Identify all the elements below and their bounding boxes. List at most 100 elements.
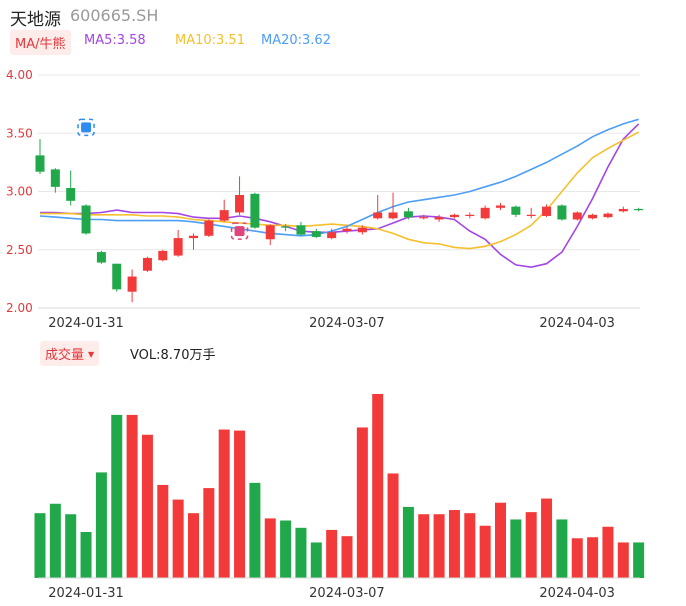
volume-bar bbox=[617, 542, 629, 578]
volume-bar bbox=[402, 506, 414, 578]
candlestick bbox=[588, 213, 598, 220]
candle-body bbox=[112, 263, 122, 290]
candlestick bbox=[189, 233, 198, 250]
volume-bar bbox=[234, 430, 246, 578]
candlestick bbox=[480, 205, 490, 220]
volume-indicator-label: 成交量 bbox=[45, 348, 85, 363]
candlestick bbox=[496, 203, 505, 211]
candlestick bbox=[204, 219, 214, 237]
candle-body bbox=[542, 206, 552, 216]
candlestick bbox=[142, 256, 152, 272]
dropdown-triangle-icon: ▼ bbox=[88, 350, 95, 359]
candle-body bbox=[250, 193, 260, 228]
candle-body bbox=[204, 220, 214, 236]
candlestick bbox=[557, 204, 567, 221]
candlestick bbox=[235, 176, 245, 215]
candlestick bbox=[81, 204, 91, 235]
candle-body bbox=[603, 213, 613, 218]
ma-indicator-label: MA/牛熊 bbox=[15, 37, 66, 52]
candle-body bbox=[496, 205, 505, 208]
volume-bar bbox=[433, 514, 445, 578]
candle-body bbox=[588, 214, 598, 219]
candlestick bbox=[434, 214, 444, 222]
event-marker-icon-frame bbox=[77, 118, 95, 137]
candlestick bbox=[173, 229, 183, 257]
candlestick bbox=[634, 207, 644, 212]
candle-body bbox=[357, 227, 367, 233]
volume-bar bbox=[372, 394, 384, 578]
volume-bar bbox=[141, 434, 153, 578]
candle-body bbox=[618, 208, 628, 212]
candlestick bbox=[250, 192, 260, 229]
volume-bar bbox=[203, 488, 215, 578]
volume-bar bbox=[95, 472, 107, 578]
date-label: 2024-01-31 bbox=[48, 586, 124, 601]
candlestick bbox=[511, 205, 521, 218]
volume-bar bbox=[65, 514, 77, 578]
candlestick bbox=[603, 212, 613, 219]
candle-body bbox=[142, 257, 152, 271]
ma10-line bbox=[40, 131, 639, 250]
volume-bar bbox=[218, 429, 230, 578]
candle-body bbox=[296, 225, 306, 235]
bull-marker-icon-fill bbox=[234, 226, 245, 237]
volume-value: VOL:8.70万手 bbox=[130, 348, 216, 363]
candlestick bbox=[66, 170, 76, 206]
volume-bar bbox=[602, 526, 614, 578]
candle-body bbox=[465, 214, 475, 216]
candle-body bbox=[219, 210, 229, 221]
ma5-line bbox=[40, 123, 640, 269]
candlestick bbox=[465, 212, 475, 219]
volume-bar bbox=[448, 510, 460, 578]
candlestick bbox=[327, 228, 337, 240]
date-label: 2024-03-07 bbox=[309, 316, 385, 331]
date-label: 2024-01-31 bbox=[48, 316, 124, 331]
bull-marker-icon bbox=[230, 222, 249, 240]
date-label: 2024-04-03 bbox=[539, 586, 615, 601]
volume-bar bbox=[34, 513, 46, 578]
ma10-legend: MA10:3.51 bbox=[175, 33, 245, 48]
candle-body bbox=[434, 217, 444, 220]
candlestick bbox=[403, 207, 413, 220]
candlestick bbox=[311, 228, 321, 239]
candle-body bbox=[127, 276, 137, 292]
candle-body bbox=[373, 212, 383, 219]
candle-body bbox=[50, 169, 60, 187]
candlestick bbox=[449, 213, 459, 219]
candle-body bbox=[96, 252, 106, 263]
stock-name: 天地源 bbox=[10, 10, 61, 30]
candle-body bbox=[66, 188, 76, 201]
volume-bar bbox=[525, 512, 537, 578]
candle-body bbox=[265, 225, 275, 240]
volume-bar bbox=[188, 513, 199, 578]
candlestick bbox=[158, 249, 168, 262]
candlestick bbox=[219, 199, 229, 222]
candle-body bbox=[81, 205, 91, 234]
volume-indicator-selector[interactable]: 成交量 ▼ bbox=[40, 341, 100, 366]
candlestick bbox=[526, 207, 536, 219]
volume-bar bbox=[280, 520, 292, 578]
candlestick bbox=[281, 224, 291, 232]
volume-bar bbox=[541, 498, 553, 578]
candle-body bbox=[511, 206, 521, 215]
candlestick bbox=[127, 269, 137, 303]
candle-body bbox=[557, 205, 567, 220]
ma20-line bbox=[39, 118, 639, 237]
y-tick-label: 3.50 bbox=[6, 126, 33, 140]
ma-indicator-selector[interactable]: MA/牛熊 bbox=[10, 30, 71, 55]
candle-body bbox=[526, 214, 536, 216]
candlestick bbox=[388, 192, 398, 220]
y-tick-label: 4.00 bbox=[6, 68, 33, 82]
candlestick bbox=[542, 204, 552, 218]
volume-bar bbox=[264, 518, 276, 578]
volume-bar bbox=[633, 542, 645, 578]
volume-bar bbox=[418, 514, 430, 578]
candlestick bbox=[419, 214, 429, 220]
candle-body bbox=[480, 207, 490, 219]
candle-body bbox=[572, 212, 582, 220]
volume-bar bbox=[587, 537, 599, 578]
volume-bar bbox=[571, 538, 583, 578]
volume-bar bbox=[80, 532, 92, 578]
candle-body bbox=[281, 226, 291, 228]
